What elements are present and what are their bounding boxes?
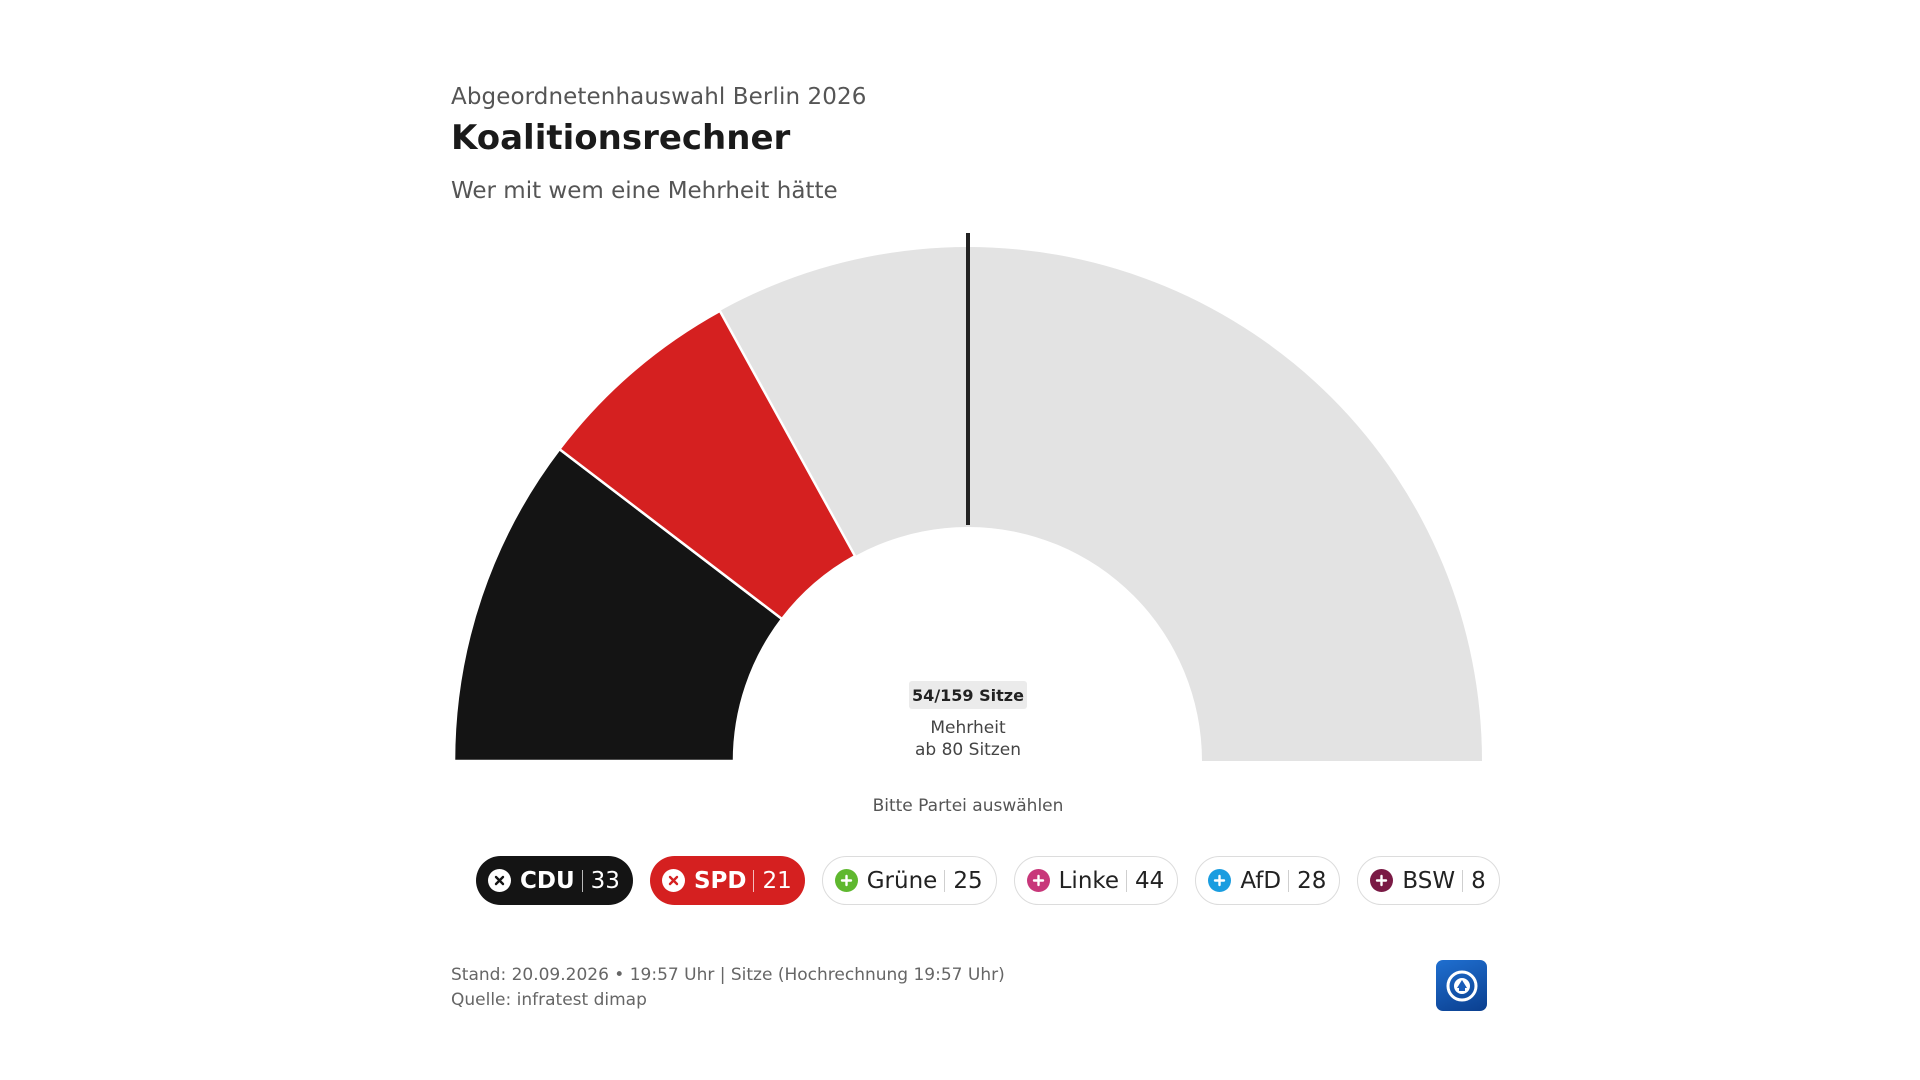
party-chip-spd[interactable]: SPD 21 [649, 856, 805, 905]
party-name: CDU [520, 867, 575, 894]
party-chip-grüne[interactable]: Grüne 25 [821, 856, 997, 905]
party-selector: CDU 33 SPD 21 Grüne 25 Linke 44 AfD 28 BSW 8 [476, 856, 1500, 905]
chip-divider [753, 869, 755, 892]
overline: Abgeordnetenhauswahl Berlin 2026 [451, 84, 867, 110]
party-chip-linke[interactable]: Linke 44 [1013, 856, 1179, 905]
party-name: Grüne [866, 867, 938, 894]
plus-icon [1026, 869, 1050, 892]
select-party-hint: Bitte Partei auswählen [872, 796, 1064, 816]
seat-arc-cdu [452, 447, 784, 763]
majority-label: Mehrheit ab 80 Sitzen [868, 717, 1068, 761]
subtitle: Wer mit wem eine Mehrheit hätte [451, 178, 838, 204]
majority-label-line1: Mehrheit [930, 718, 1006, 738]
chip-divider [581, 869, 583, 892]
chip-divider [1462, 869, 1464, 892]
footer-stand: Stand: 20.09.2026 • 19:57 Uhr | Sitze (H… [451, 965, 1005, 985]
party-seats: 33 [590, 867, 620, 894]
majority-label-line2: ab 80 Sitzen [915, 740, 1021, 760]
party-chip-afd[interactable]: AfD 28 [1195, 856, 1341, 905]
plus-icon [1370, 869, 1394, 892]
chip-divider [944, 869, 946, 892]
plus-icon [834, 869, 858, 892]
party-seats: 25 [953, 867, 983, 894]
ard-tagesschau-logo-icon [1436, 960, 1487, 1011]
seat-count-badge: 54/159 Sitze [909, 681, 1027, 709]
close-icon [661, 869, 685, 892]
seat-arc-spd [557, 309, 857, 621]
party-seats: 28 [1297, 867, 1327, 894]
party-seats: 44 [1135, 867, 1165, 894]
close-icon [488, 869, 511, 892]
page-title: Koalitionsrechner [451, 118, 791, 158]
chip-divider [1126, 869, 1128, 892]
party-name: SPD [693, 867, 747, 894]
party-seats: 8 [1471, 867, 1486, 894]
party-name: BSW [1402, 867, 1456, 894]
footer: Stand: 20.09.2026 • 19:57 Uhr | Sitze (H… [451, 963, 1005, 1013]
party-name: AfD [1240, 867, 1282, 894]
footer-source: Quelle: infratest dimap [451, 990, 647, 1010]
chip-divider [1288, 869, 1290, 892]
plus-icon [1208, 869, 1232, 892]
party-seats: 21 [762, 867, 792, 894]
party-name: Linke [1058, 867, 1120, 894]
logo-mark-icon [1446, 970, 1477, 1001]
party-chip-bsw[interactable]: BSW 8 [1357, 856, 1500, 905]
party-chip-cdu[interactable]: CDU 33 [476, 856, 633, 905]
